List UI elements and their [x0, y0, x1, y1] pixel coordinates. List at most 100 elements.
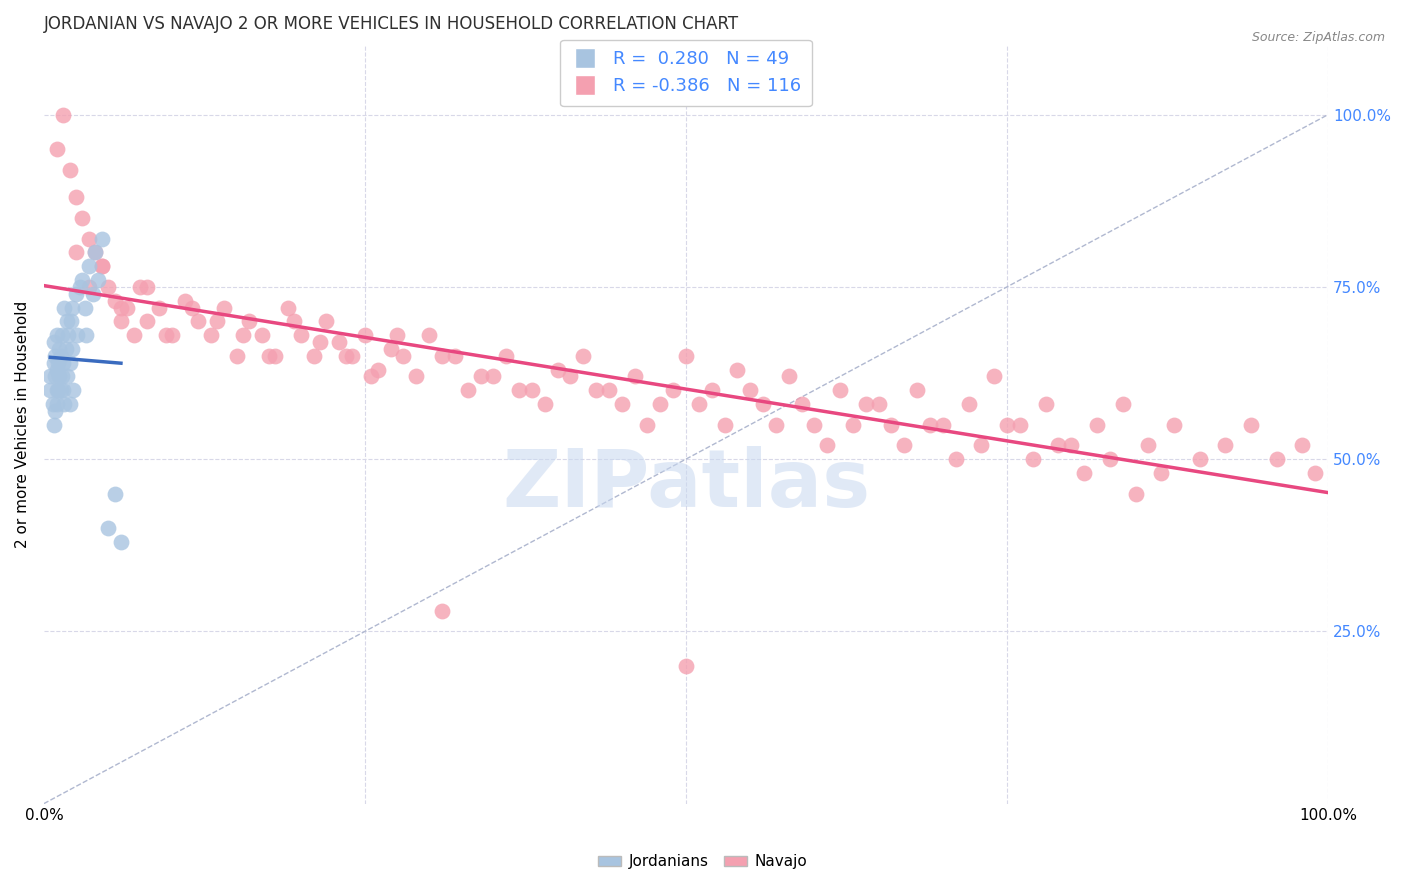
Point — [48, 369, 70, 384]
Legend: Jordanians, Navajo: Jordanians, Navajo — [592, 848, 814, 875]
Point — [842, 417, 865, 432]
Point — [752, 397, 775, 411]
Point — [418, 328, 440, 343]
Point — [53, 301, 76, 315]
Point — [572, 349, 595, 363]
Point — [51, 369, 73, 384]
Point — [65, 190, 87, 204]
Point — [1035, 397, 1057, 411]
Point — [77, 231, 100, 245]
Point — [155, 328, 177, 343]
Point — [238, 314, 260, 328]
Point — [39, 383, 62, 397]
Point — [283, 314, 305, 328]
Point — [49, 349, 72, 363]
Point — [44, 334, 66, 349]
Point — [82, 286, 104, 301]
Point — [547, 362, 569, 376]
Point — [56, 369, 79, 384]
Point — [688, 397, 710, 411]
Point — [725, 362, 748, 376]
Point — [482, 369, 505, 384]
Point — [46, 383, 69, 397]
Point — [225, 349, 247, 363]
Point — [44, 349, 66, 363]
Point — [918, 417, 941, 432]
Point — [430, 604, 453, 618]
Point — [46, 356, 69, 370]
Text: JORDANIAN VS NAVAJO 2 OR MORE VEHICLES IN HOUSEHOLD CORRELATION CHART: JORDANIAN VS NAVAJO 2 OR MORE VEHICLES I… — [44, 15, 740, 33]
Point — [52, 107, 75, 121]
Point — [1111, 397, 1133, 411]
Point — [174, 293, 197, 308]
Text: ZIPatlas: ZIPatlas — [502, 446, 870, 524]
Point — [148, 301, 170, 315]
Point — [77, 259, 100, 273]
Point — [103, 486, 125, 500]
Point — [1008, 417, 1031, 432]
Point — [1098, 452, 1121, 467]
Point — [135, 314, 157, 328]
Point — [983, 369, 1005, 384]
Point — [58, 328, 80, 343]
Point — [45, 142, 67, 156]
Point — [893, 438, 915, 452]
Point — [212, 301, 235, 315]
Point — [110, 534, 132, 549]
Point — [1188, 452, 1211, 467]
Point — [44, 356, 66, 370]
Point — [97, 280, 120, 294]
Point — [207, 314, 229, 328]
Legend: R =  0.280   N = 49, R = -0.386   N = 116: R = 0.280 N = 49, R = -0.386 N = 116 — [561, 39, 811, 106]
Point — [264, 349, 287, 363]
Point — [200, 328, 222, 343]
Point — [129, 280, 152, 294]
Point — [277, 301, 299, 315]
Point — [53, 397, 76, 411]
Point — [69, 280, 91, 294]
Point — [470, 369, 492, 384]
Point — [52, 356, 75, 370]
Point — [610, 397, 633, 411]
Point — [117, 301, 139, 315]
Point — [623, 369, 645, 384]
Point — [335, 349, 357, 363]
Point — [110, 301, 132, 315]
Point — [354, 328, 377, 343]
Point — [65, 286, 87, 301]
Point — [45, 328, 67, 343]
Point — [444, 349, 467, 363]
Point — [84, 245, 107, 260]
Point — [945, 452, 967, 467]
Point — [1265, 452, 1288, 467]
Point — [533, 397, 555, 411]
Point — [45, 383, 67, 397]
Point — [60, 342, 83, 356]
Point — [1291, 438, 1313, 452]
Point — [58, 162, 80, 177]
Point — [700, 383, 723, 397]
Point — [257, 349, 280, 363]
Point — [340, 349, 363, 363]
Point — [1163, 417, 1185, 432]
Point — [59, 314, 82, 328]
Point — [66, 328, 89, 343]
Point — [315, 314, 337, 328]
Point — [815, 438, 838, 452]
Point — [65, 245, 87, 260]
Point — [49, 383, 72, 397]
Point — [995, 417, 1018, 432]
Point — [1125, 486, 1147, 500]
Point — [520, 383, 543, 397]
Point — [73, 301, 96, 315]
Point — [508, 383, 530, 397]
Point — [180, 301, 202, 315]
Point — [51, 328, 73, 343]
Point — [675, 658, 697, 673]
Point — [405, 369, 427, 384]
Point — [957, 397, 980, 411]
Point — [42, 397, 65, 411]
Point — [48, 342, 70, 356]
Point — [830, 383, 852, 397]
Point — [1240, 417, 1263, 432]
